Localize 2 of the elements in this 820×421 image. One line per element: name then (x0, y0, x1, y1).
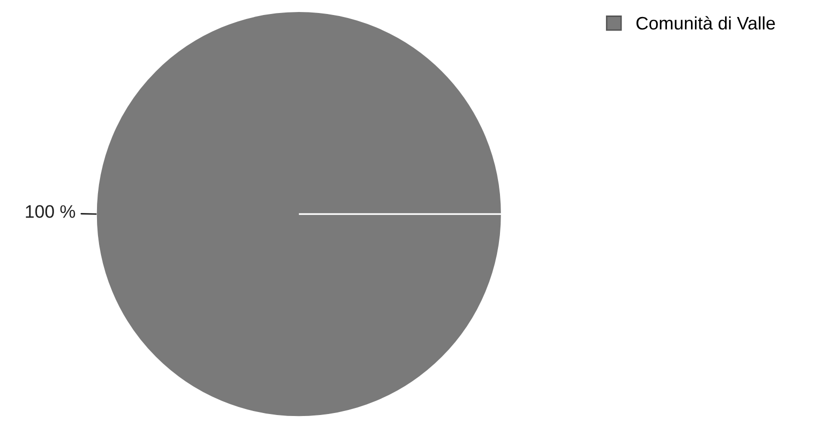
legend-label: Comunità di Valle (636, 16, 775, 30)
data-label: 100 % (26, 205, 76, 218)
